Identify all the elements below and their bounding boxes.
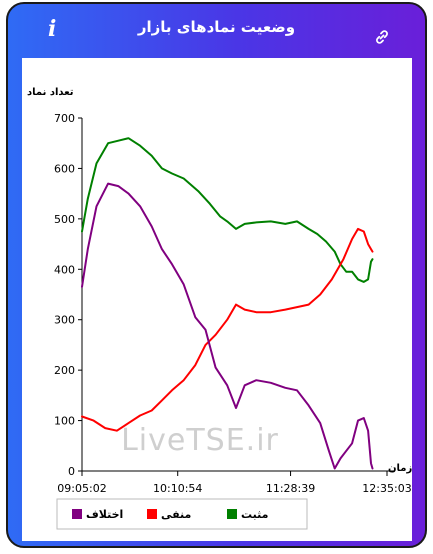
legend-box — [56, 498, 308, 530]
chart: LiveTSE.ir تعداد نماد 0 100 200 300 400 500 600 7… — [27, 87, 412, 530]
legend-swatch-1 — [227, 509, 237, 519]
card-header: i وضعیت نمادهای بازار — [8, 4, 425, 56]
x-axis-label: زمان — [388, 463, 412, 474]
y-tick-label: 400 — [54, 263, 75, 276]
x-tick-label: 10:10:54 — [153, 482, 202, 495]
legend-label-2: منفی — [161, 508, 191, 521]
y-tick-label: 300 — [54, 314, 75, 327]
y-axis-label: تعداد نماد — [27, 87, 74, 98]
y-tick-label: 500 — [54, 213, 75, 226]
link-icon[interactable] — [374, 29, 390, 45]
y-tick-label: 0 — [68, 465, 75, 478]
y-tick-label: 600 — [54, 162, 75, 175]
chart-panel: LiveTSE.ir تعداد نماد 0 100 200 300 400 500 600 7… — [22, 58, 412, 541]
legend-label-3: اختلاف — [86, 508, 123, 521]
market-status-card: i وضعیت نمادهای بازار LiveTSE.ir تعداد نم… — [6, 2, 427, 548]
info-icon[interactable]: i — [48, 16, 57, 42]
legend-swatch-3 — [72, 509, 82, 519]
card-title: وضعیت نمادهای بازار — [137, 18, 296, 36]
x-tick-label: 09:05:02 — [57, 482, 106, 495]
watermark: LiveTSE.ir — [121, 423, 279, 458]
legend-label-1: مثبت — [241, 508, 268, 521]
series-line-1 — [81, 137, 374, 283]
y-tick-label: 100 — [54, 415, 75, 428]
x-tick-label: 11:28:39 — [266, 482, 315, 495]
y-tick-label: 700 — [54, 112, 75, 125]
series-line-2 — [81, 227, 374, 432]
legend-swatch-2 — [147, 509, 157, 519]
x-tick-label: 12:35:03 — [362, 482, 411, 495]
y-tick-label: 200 — [54, 364, 75, 377]
series-line-3 — [81, 182, 374, 470]
